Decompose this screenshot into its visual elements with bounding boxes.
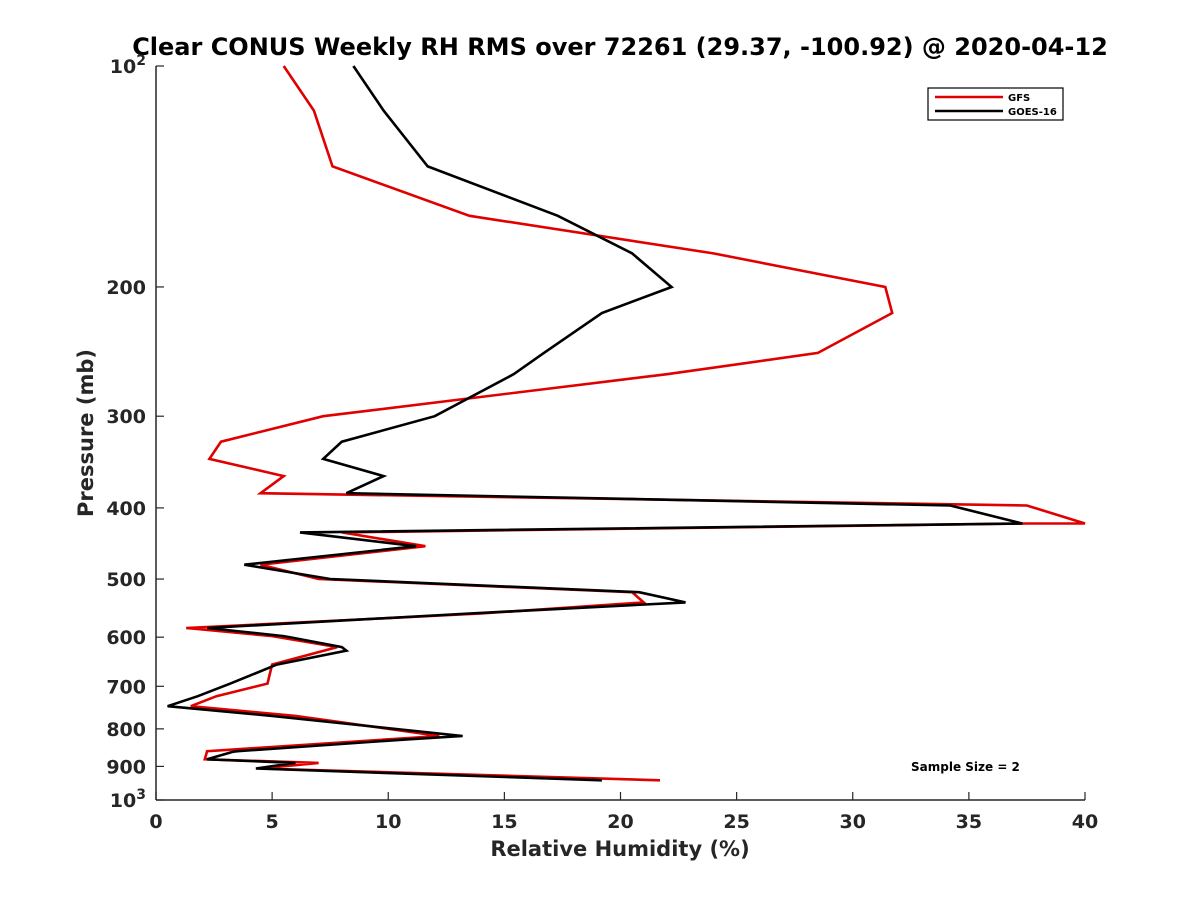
legend: GFS GOES-16: [927, 87, 1064, 121]
x-tick-label: 5: [266, 811, 279, 833]
x-tick-label: 20: [607, 811, 633, 833]
x-tick-label: 40: [1072, 811, 1098, 833]
legend-box: [927, 87, 1064, 121]
y-tick-label: 500: [106, 569, 146, 591]
y-axis-label: Pressure (mb): [74, 349, 98, 517]
y-tick-label: 200: [106, 277, 146, 299]
y-tick-label: 700: [106, 676, 146, 698]
series-line-goes16: [167, 65, 1023, 782]
x-tick-label: 10: [375, 811, 401, 833]
y-tick-label: 102: [110, 53, 146, 78]
ticks: 0 5 10 15 20 25 30 35 40 102 200 300 400 500 600 700 800…: [106, 53, 1098, 833]
x-tick-label: 15: [491, 811, 517, 833]
plot-area: [167, 65, 1086, 782]
chart-title: Clear CONUS Weekly RH RMS over 72261 (29…: [132, 33, 1108, 61]
y-tick-label: 800: [106, 719, 146, 741]
x-axis-label: Relative Humidity (%): [490, 837, 749, 861]
series-line-gfs: [186, 65, 1086, 782]
sample-size-annotation: Sample Size = 2: [911, 760, 1020, 774]
y-tick-label: 300: [106, 406, 146, 428]
legend-label-goes16: GOES-16: [1008, 107, 1057, 118]
x-tick-label: 0: [149, 811, 162, 833]
legend-label-gfs: GFS: [1008, 93, 1030, 104]
x-tick-label: 30: [840, 811, 866, 833]
x-tick-label: 25: [723, 811, 749, 833]
y-tick-label: 400: [106, 498, 146, 520]
y-tick-label: 600: [106, 627, 146, 649]
y-tick-label: 103: [110, 787, 146, 812]
x-tick-label: 35: [956, 811, 982, 833]
y-tick-label: 900: [106, 756, 146, 778]
